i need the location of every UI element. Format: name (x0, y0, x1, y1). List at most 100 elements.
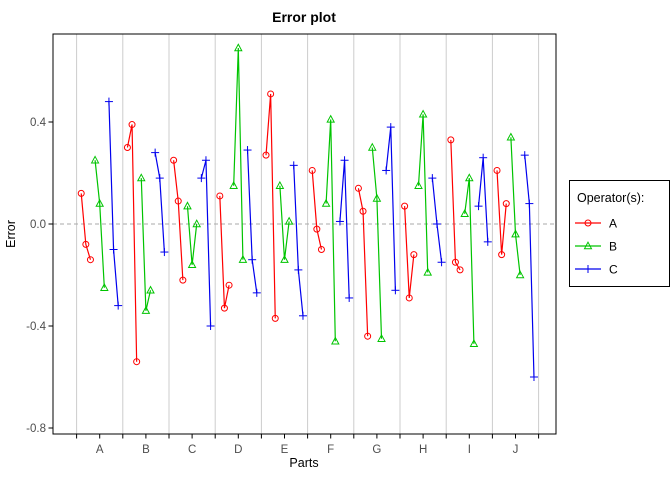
chart-title: Error plot (272, 9, 336, 25)
trial-line-part-B (154, 152, 165, 253)
trial-line-part-I (464, 178, 475, 344)
trial-line-part-D (246, 150, 258, 293)
legend-entry-label: B (609, 240, 617, 254)
trial-line-part-G (385, 127, 396, 291)
data-point-circle-marker (128, 121, 136, 129)
x-tick-label: B (142, 444, 150, 456)
data-point-triangle-marker (99, 282, 109, 291)
data-point-triangle-marker (583, 241, 593, 250)
x-tick-label: A (96, 444, 104, 456)
x-tick-label: F (327, 444, 334, 456)
x-tick-label: H (419, 444, 427, 456)
x-tick-label: E (281, 444, 289, 456)
trial-line-part-F (325, 119, 336, 342)
data-point-circle-marker (317, 246, 325, 253)
data-point-triangle-marker (423, 267, 433, 276)
data-point-triangle-marker (464, 173, 474, 182)
y-tick-label: -0.4 (26, 321, 46, 333)
y-tick-label: 0.4 (30, 117, 47, 129)
trial-line-part-J (510, 137, 521, 276)
plot-border (52, 33, 557, 435)
data-point-triangle-marker (90, 155, 100, 164)
data-point-triangle-marker (192, 219, 202, 228)
series-operator-C (104, 97, 538, 381)
data-point-triangle-marker (506, 132, 516, 141)
data-point-circle-marker (405, 294, 413, 302)
data-point-circle-marker (123, 144, 131, 151)
data-point-circle-marker (584, 219, 592, 227)
trial-line-part-A (94, 160, 105, 288)
data-point-circle-marker (308, 166, 316, 174)
trial-line-part-F (311, 170, 323, 250)
trial-line-part-G (371, 147, 383, 339)
x-axis-label: Parts (289, 456, 318, 470)
data-point-triangle-marker (418, 109, 428, 118)
data-point-triangle-marker (229, 180, 239, 189)
axes-layer: A B C D E F G H I J 0.4 0.0 -0.4 -0.8 (26, 117, 540, 456)
series-layer (77, 43, 538, 381)
data-point-circle-marker (133, 358, 141, 366)
x-tick-label: D (234, 444, 242, 456)
data-point-circle-marker (313, 225, 321, 233)
data-point-circle-marker (271, 314, 279, 322)
data-point-circle-marker (410, 251, 418, 259)
data-point-circle-marker (216, 192, 224, 200)
data-point-circle-marker (359, 207, 367, 215)
legend-entry-label: A (609, 217, 617, 231)
x-tick-label: C (188, 444, 196, 456)
data-point-circle-marker (493, 166, 501, 174)
data-point-triangle-marker (136, 173, 146, 182)
trial-line-part-D (219, 195, 230, 309)
trial-line-part-A (80, 193, 92, 260)
legend-entry-label: C (609, 263, 618, 277)
trial-line-part-C (173, 160, 184, 281)
trial-line-part-I (477, 157, 489, 242)
y-tick-label: -0.8 (26, 423, 46, 435)
data-point-circle-marker (225, 281, 233, 289)
trial-line-part-C (200, 160, 212, 327)
data-point-triangle-marker (95, 198, 105, 207)
trial-line-part-J (524, 155, 535, 378)
legend-entries: ABC (575, 217, 618, 277)
data-point-triangle-marker (141, 305, 151, 314)
trial-line-part-H (404, 206, 415, 299)
data-point-triangle-marker (280, 254, 289, 263)
data-point-circle-marker (82, 240, 90, 248)
data-point-circle-marker (364, 332, 372, 340)
data-point-triangle-marker (275, 180, 285, 189)
trial-line-part-J (496, 170, 507, 255)
data-point-circle-marker (498, 251, 506, 259)
data-point-circle-marker (77, 189, 85, 197)
data-point-circle-marker (220, 304, 228, 312)
data-point-triangle-marker (414, 180, 423, 189)
series-operator-B (90, 43, 525, 348)
trial-line-part-F (339, 160, 350, 298)
gridlines-layer (76, 34, 540, 434)
y-axis-label: Error (4, 220, 18, 248)
data-point-triangle-marker (321, 198, 331, 207)
trial-line-part-E (279, 185, 290, 260)
trial-line-part-B (126, 124, 138, 362)
data-point-triangle-marker (238, 254, 248, 263)
data-point-triangle-marker (515, 270, 525, 279)
legend: Operator(s): ABC (569, 180, 670, 287)
data-point-circle-marker (456, 266, 464, 274)
data-point-triangle-marker (367, 142, 377, 151)
trial-line-part-E (293, 165, 304, 316)
data-point-circle-marker (447, 136, 455, 144)
trial-line-part-A (108, 101, 119, 306)
data-point-triangle-marker (326, 114, 336, 123)
data-point-circle-marker (170, 156, 178, 164)
data-point-circle-marker (262, 151, 270, 159)
data-point-triangle-marker (183, 201, 192, 210)
data-point-circle-marker (502, 200, 510, 208)
data-point-circle-marker (401, 202, 409, 210)
series-operator-A (77, 90, 510, 366)
data-point-circle-marker (354, 184, 362, 192)
data-point-circle-marker (174, 197, 182, 205)
data-point-triangle-marker (187, 259, 197, 268)
trial-line-part-B (140, 178, 152, 311)
y-tick-label: 0.0 (30, 219, 46, 231)
